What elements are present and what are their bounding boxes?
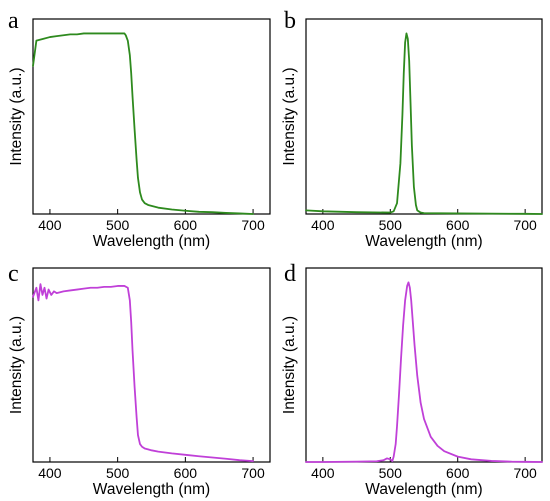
spectrum-line [32, 283, 254, 463]
x-tick-label: 500 [106, 217, 130, 233]
plot-frame [32, 267, 271, 463]
y-axis-label: Intensity (a.u.) [8, 316, 25, 414]
x-tick-label: 700 [513, 217, 537, 233]
x-tick-label: 700 [513, 465, 537, 481]
x-tick-label: 600 [446, 465, 470, 481]
x-tick-label: 500 [379, 217, 403, 233]
y-axis-label: Intensity (a.u.) [281, 67, 298, 165]
x-axis-label: Wavelength (nm) [365, 233, 482, 250]
panel-c: c 400 500 600 700 Wavelength (nm) Intensity (a… [8, 261, 271, 498]
x-tick-label: 600 [174, 465, 198, 481]
panel-label: c [8, 261, 19, 287]
plot-frame [32, 18, 271, 215]
x-tick-label: 500 [379, 465, 403, 481]
x-tick-label: 400 [38, 465, 62, 481]
x-axis-label: Wavelength (nm) [365, 481, 482, 498]
x-tick-label: 400 [311, 217, 335, 233]
plot-frame [305, 18, 543, 215]
x-tick-label: 600 [446, 217, 470, 233]
panel-label: d [284, 261, 296, 287]
spectrum-line [305, 32, 543, 215]
x-tick-label: 600 [174, 217, 198, 233]
x-tick-label: 400 [311, 465, 335, 481]
panel-label: b [284, 8, 296, 34]
y-axis-label: Intensity (a.u.) [281, 316, 298, 414]
x-tick-label: 400 [38, 217, 62, 233]
panel-d: d 400 500 600 700 Wavelength (nm) Intensity (a… [281, 261, 543, 498]
panel-label: a [8, 8, 19, 34]
x-tick-label: 700 [241, 217, 265, 233]
plot-frame [305, 267, 543, 463]
x-axis-label: Wavelength (nm) [93, 233, 210, 250]
panel-a: a 400 500 600 700 Wavelength (nm) Intensity (a… [8, 8, 271, 250]
spectrum-line [32, 32, 254, 215]
x-tick-label: 500 [106, 465, 130, 481]
x-axis-label: Wavelength (nm) [93, 481, 210, 498]
y-axis-label: Intensity (a.u.) [8, 67, 25, 165]
spectrum-line [305, 281, 543, 463]
x-tick-label: 700 [241, 465, 265, 481]
panel-b: b 400 500 600 700 Wavelength (nm) Intensity (a… [281, 8, 543, 250]
